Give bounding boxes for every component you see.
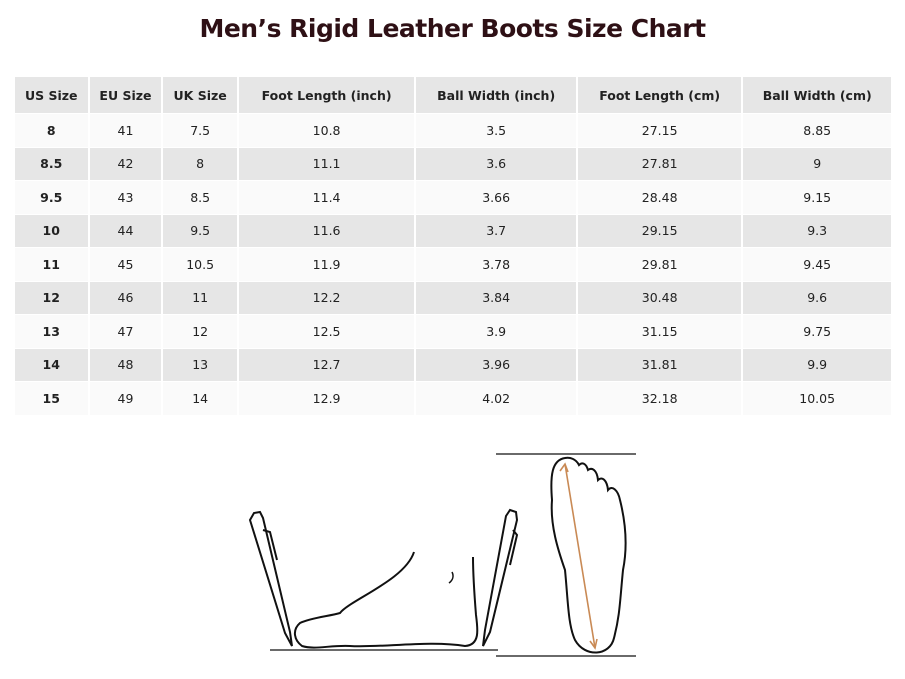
table-cell: 12.5 [238,315,415,348]
table-cell: 8.85 [743,114,891,147]
table-cell: 27.15 [577,114,742,147]
table-cell: 9.15 [743,181,891,214]
table-cell: 46 [89,281,162,314]
table-cell: 9.5 [163,214,237,247]
table-cell: 11 [15,248,88,281]
table-cell: 8 [15,114,88,147]
table-cell: 47 [89,315,162,348]
page-title: Men’s Rigid Leather Boots Size Chart [199,14,706,43]
table-cell: 9.75 [743,315,891,348]
table-cell: 8.5 [163,181,237,214]
table-cell: 28.48 [577,181,742,214]
size-chart-table: US Size EU Size UK Size Foot Length (inch) B… [13,76,893,416]
table-cell: 3.6 [416,147,576,180]
side-foot-outline [294,551,479,649]
table-cell: 30.48 [577,281,742,314]
table-cell: 3.9 [416,315,576,348]
table-row: 12 46 11 12.2 3.84 30.48 9.6 [15,281,891,314]
table-row: 11 45 10.5 11.9 3.78 29.81 9.45 [15,248,891,281]
table-cell: 32.18 [577,382,742,415]
table-cell: 9.3 [743,214,891,247]
table-cell: 8.5 [15,147,88,180]
table-cell: 3.96 [416,348,576,381]
table-cell: 11.9 [238,248,415,281]
table-row: 14 48 13 12.7 3.96 31.81 9.9 [15,348,891,381]
table-row: 10 44 9.5 11.6 3.7 29.15 9.3 [15,214,891,247]
table-cell: 14 [163,382,237,415]
table-cell: 3.66 [416,181,576,214]
table-cell: 12 [163,315,237,348]
table-row: 13 47 12 12.5 3.9 31.15 9.75 [15,315,891,348]
table-row: 8.5 42 8 11.1 3.6 27.81 9 [15,147,891,180]
table-cell: 3.5 [416,114,576,147]
table-cell: 43 [89,181,162,214]
table-cell: 11 [163,281,237,314]
table-cell: 31.81 [577,348,742,381]
table-cell: 10.5 [163,248,237,281]
table-cell: 10 [15,214,88,247]
pencil-left-icon [248,510,293,647]
table-cell: 10.05 [743,382,891,415]
table-cell: 29.15 [577,214,742,247]
table-cell: 11.4 [238,181,415,214]
table-cell: 3.84 [416,281,576,314]
table-cell: 7.5 [163,114,237,147]
table-row: 8 41 7.5 10.8 3.5 27.15 8.85 [15,114,891,147]
table-cell: 49 [89,382,162,415]
table-row: 15 49 14 12.9 4.02 32.18 10.05 [15,382,891,415]
pencil-right-icon [482,508,519,647]
table-cell: 9.45 [743,248,891,281]
table-cell: 13 [163,348,237,381]
table-cell: 41 [89,114,162,147]
table-cell: 11.1 [238,147,415,180]
table-cell: 9.6 [743,281,891,314]
column-header: EU Size [89,77,162,113]
table-cell: 11.6 [238,214,415,247]
header-row: US Size EU Size UK Size Foot Length (inch) B… [15,77,891,113]
table-cell: 8 [163,147,237,180]
table-cell: 15 [15,382,88,415]
table-cell: 9 [743,147,891,180]
column-header: Ball Width (cm) [743,77,891,113]
table-cell: 48 [89,348,162,381]
table-cell: 12.2 [238,281,415,314]
table-cell: 29.81 [577,248,742,281]
table-cell: 9.9 [743,348,891,381]
column-header: UK Size [163,77,237,113]
table-cell: 44 [89,214,162,247]
length-arrow [564,463,596,649]
table-cell: 4.02 [416,382,576,415]
table-cell: 42 [89,147,162,180]
table-cell: 9.5 [15,181,88,214]
table-cell: 27.81 [577,147,742,180]
table-cell: 12.7 [238,348,415,381]
table-cell: 3.78 [416,248,576,281]
table-cell: 12.9 [238,382,415,415]
sole-outline [550,456,627,654]
foot-measurement-illustration [248,453,636,657]
column-header: Foot Length (inch) [238,77,415,113]
column-header: Ball Width (inch) [416,77,576,113]
table-cell: 10.8 [238,114,415,147]
table-cell: 12 [15,281,88,314]
table-cell: 13 [15,315,88,348]
column-header: Foot Length (cm) [577,77,742,113]
table-cell: 45 [89,248,162,281]
table-cell: 3.7 [416,214,576,247]
table-row: 9.5 43 8.5 11.4 3.66 28.48 9.15 [15,181,891,214]
table-cell: 31.15 [577,315,742,348]
table-cell: 14 [15,348,88,381]
column-header: US Size [15,77,88,113]
